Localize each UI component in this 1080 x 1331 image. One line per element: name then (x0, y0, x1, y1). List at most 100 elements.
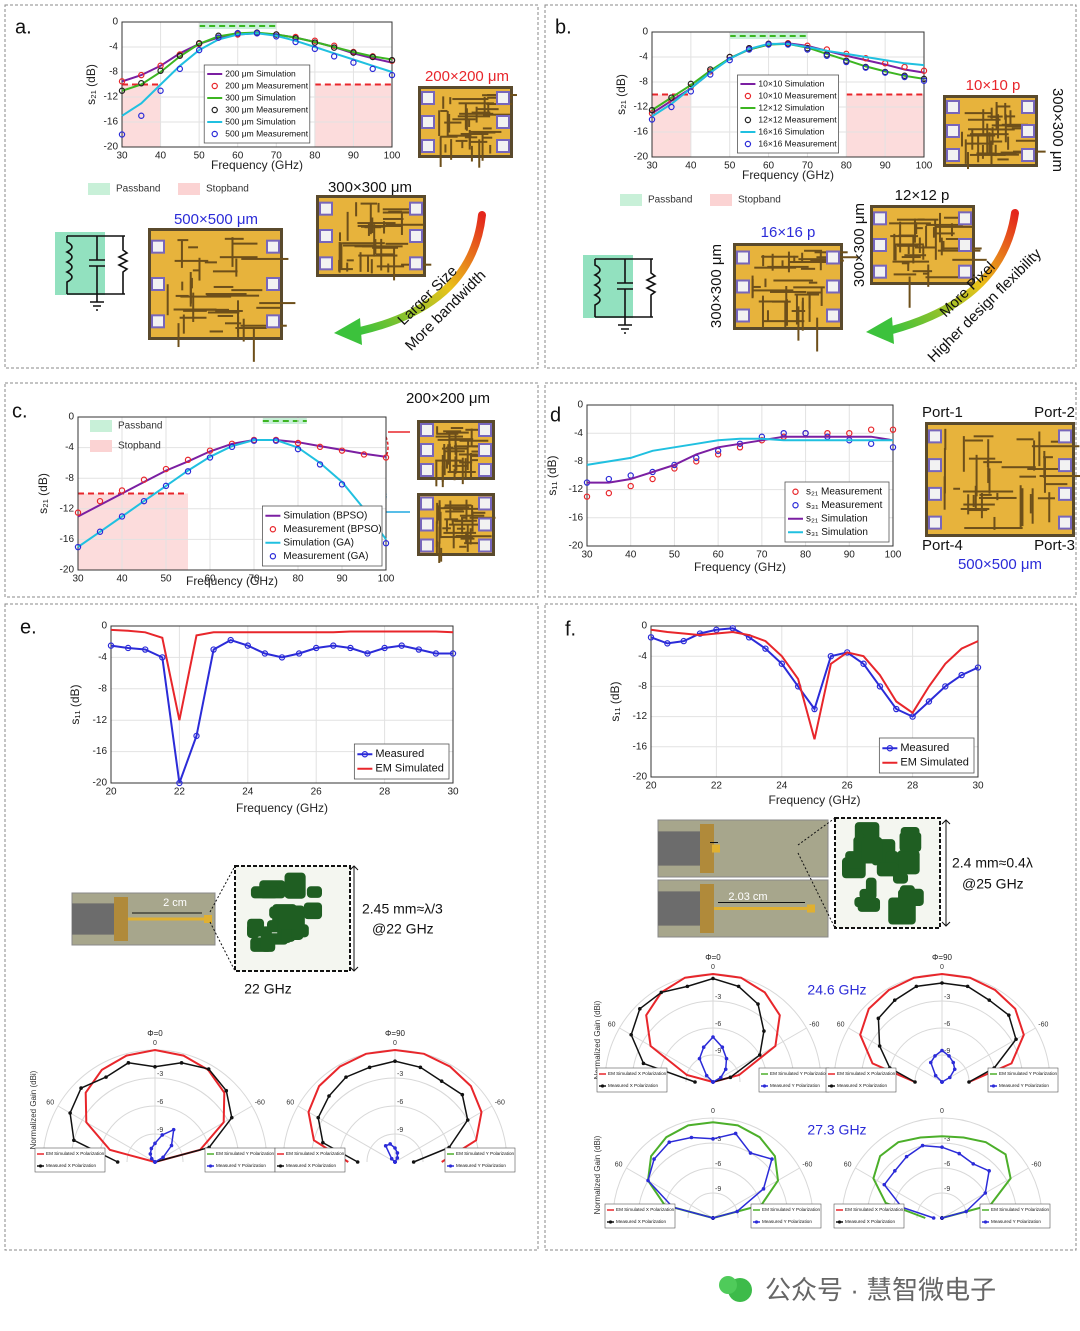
chip-pattern (437, 505, 440, 521)
chip-pattern (359, 252, 362, 268)
theta-tick-label: 60 (46, 1099, 54, 1106)
x-tick-label: 80 (292, 574, 304, 585)
legend-label: Measurement (GA) (283, 551, 368, 562)
chip-pad (319, 256, 333, 271)
polar-line (149, 1128, 175, 1163)
legend-label: EM Simulated X Polarization (837, 1071, 896, 1076)
series-marker (227, 636, 234, 644)
polar-marker (316, 1115, 321, 1120)
chip-pattern (483, 136, 493, 139)
series-marker (338, 481, 346, 488)
chip-pattern (896, 243, 924, 246)
dimension-arrow (941, 819, 951, 927)
series-line (651, 42, 925, 118)
y-tick-label: -12 (60, 503, 75, 514)
legend-label: Measured Y Polarization (216, 1163, 266, 1168)
panel-e-frame (4, 603, 539, 1251)
chip-pad (1021, 100, 1035, 114)
x-tick-label: 80 (800, 550, 812, 561)
chip-pattern (907, 260, 910, 271)
chip-pattern (1033, 440, 1036, 471)
legend-label: Measured Y Polarization (456, 1163, 506, 1168)
polar-axis-label: Normalized Gain (dBi) (29, 1070, 38, 1149)
panel-letter: e. (20, 616, 37, 638)
chip-pattern (964, 139, 967, 164)
chip-pad (958, 238, 972, 252)
chip-pattern (793, 255, 796, 263)
chip-pattern (443, 449, 446, 476)
legend-swatch (762, 1084, 767, 1088)
chip-pattern (975, 454, 978, 497)
polar-marker (389, 1156, 394, 1161)
x-axis-label: Frequency (GHz) (694, 560, 786, 574)
chip-pattern (383, 221, 386, 234)
polar-marker (667, 1140, 672, 1145)
x-tick-label: 40 (116, 574, 128, 585)
chip-pattern (452, 464, 469, 467)
chip-pattern (459, 545, 467, 548)
chip-pattern (235, 258, 238, 277)
chip-pattern (820, 286, 823, 306)
size-label: 2.4 mm≈0.4λ (952, 855, 1033, 871)
y-tick-label: -16 (569, 512, 584, 523)
legend-label: EM Simulated (900, 757, 968, 769)
series-marker (234, 30, 241, 37)
polar-marker (148, 1152, 153, 1156)
band-legend-label: Stopband (118, 441, 161, 452)
chip-pattern (784, 302, 787, 328)
chip-pad (420, 538, 434, 553)
legend-label: Measured Y Polarization (762, 1219, 812, 1224)
theta-tick-label: 60 (844, 1161, 852, 1168)
series-marker (107, 642, 115, 649)
band-legend-label: Stopband (206, 184, 249, 195)
series-marker (228, 443, 236, 451)
x-axis-label: Frequency (GHz) (236, 801, 328, 815)
chip-pattern (482, 113, 511, 116)
series-marker (360, 451, 368, 458)
chip-pattern (465, 428, 488, 431)
legend-label: EM Simulated X Polarization (845, 1207, 904, 1212)
series-marker (920, 75, 928, 83)
series-marker (388, 71, 396, 79)
legend-swatch (608, 1220, 613, 1224)
polar-marker (161, 1155, 165, 1160)
port-label: Port-4 (922, 537, 963, 554)
x-tick-label: 100 (378, 574, 395, 585)
series-marker (901, 63, 908, 71)
legend-swatch (744, 140, 752, 148)
x-axis-label: Frequency (GHz) (742, 168, 834, 182)
polar-marker (967, 1080, 971, 1084)
chip-pattern (1043, 456, 1053, 459)
polar-title: Φ=0 (705, 953, 721, 962)
legend-swatch (211, 82, 218, 90)
legend-label: Measured X Polarization (616, 1219, 666, 1224)
series-marker (215, 34, 222, 41)
polar-spoke (626, 1167, 714, 1219)
chip-pattern (482, 127, 492, 130)
pattern-blob (857, 897, 881, 912)
polar-marker (965, 984, 970, 989)
chip-pattern (438, 526, 441, 544)
legend-swatch (754, 1220, 759, 1224)
series-marker (278, 654, 286, 661)
chip-pattern (986, 152, 1017, 155)
legend-swatch (983, 1220, 988, 1224)
chip-pattern (979, 493, 992, 496)
chip-pattern (927, 264, 930, 287)
legend-box (274, 1147, 346, 1173)
legend-box (750, 1203, 822, 1229)
polar-marker (344, 1075, 348, 1079)
x-tick-label: 90 (880, 161, 892, 172)
dimension-label: 300×300 μm (851, 203, 868, 287)
panel-letter: c. (12, 400, 28, 422)
chip-pattern (934, 225, 974, 228)
chip-pattern (339, 268, 353, 271)
polar-line (84, 1048, 226, 1163)
chip-pattern (180, 240, 183, 268)
polar-spoke (941, 1027, 1036, 1083)
chip-pattern (200, 308, 229, 311)
chip-pattern (375, 253, 394, 256)
chip-pattern (489, 144, 492, 154)
chip-label: 200×200 μm (425, 68, 509, 85)
dimension-label: 300×300 μm (1049, 88, 1066, 172)
